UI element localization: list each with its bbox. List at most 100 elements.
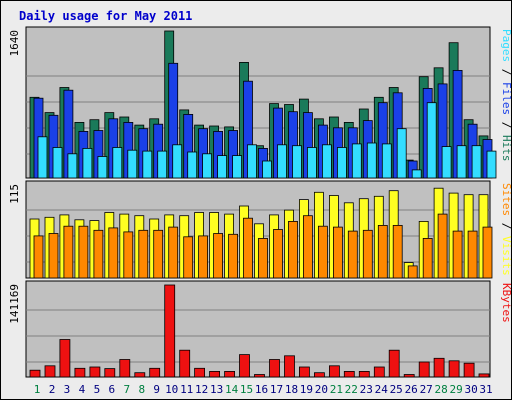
kbytes-panel-background [25, 280, 491, 378]
day-labels: 1 2 3 4 5 6 7 8 9 10 11 12 13 14 15 16 17 18 19 20 21 22 23 24 2… [34, 383, 493, 396]
visits-y-axis-label: Sites / Visits [500, 183, 512, 276]
day-label: 30 [464, 383, 477, 396]
day-label: 16 [255, 383, 268, 396]
sites-bar [288, 220, 298, 279]
pages-bar [306, 147, 317, 179]
day-label: 10 [165, 383, 178, 396]
y-axis-label-part: / [500, 62, 512, 82]
day-label: 27 [420, 383, 433, 396]
day-label: 25 [390, 383, 403, 396]
pages-bar [52, 147, 63, 179]
sites-bar [482, 226, 493, 279]
pages-bar [37, 136, 48, 179]
kbytes-bar [149, 367, 161, 378]
sites-bar [332, 226, 343, 279]
pages-bar [262, 160, 272, 179]
sites-bar [63, 225, 74, 279]
sites-bar [347, 230, 358, 279]
sites-bar [437, 213, 448, 279]
kbytes-bar [194, 367, 206, 378]
sites-bar [467, 230, 478, 279]
pages-bar [366, 142, 377, 179]
pages-bar [321, 144, 332, 179]
kbytes-bar [224, 370, 236, 378]
pages-bar [82, 147, 93, 179]
kbytes-bar [164, 284, 176, 378]
kbytes-bar [239, 354, 250, 378]
pages-bar [351, 143, 362, 179]
kbytes-y-axis-label: KBytes [500, 283, 512, 323]
day-label: 22 [345, 383, 358, 396]
sites-bar [33, 235, 44, 279]
sites-bar [168, 226, 179, 279]
pages-bar [202, 153, 213, 179]
sites-bar [258, 237, 268, 279]
day-label: 26 [405, 383, 418, 396]
day-label: 15 [240, 383, 253, 396]
sites-bar [153, 229, 164, 279]
kbytes-bar [403, 374, 415, 378]
pages-bar [142, 150, 153, 179]
day-label: 14 [225, 383, 239, 396]
page-title: Daily usage for May 2011 [19, 9, 193, 23]
pages-bar [486, 150, 497, 179]
sites-bar [78, 225, 89, 279]
y-axis-label: KBytes [500, 283, 512, 323]
kbytes-bar [418, 361, 430, 378]
pages-bar [67, 153, 78, 179]
kbytes-bar [373, 366, 385, 378]
kbytes-bar [134, 372, 146, 378]
y-axis-label-part: / [500, 216, 512, 236]
sites-bar [302, 215, 313, 279]
pages-bar [426, 102, 437, 179]
kbytes-bar [29, 369, 41, 378]
day-label: 13 [210, 383, 223, 396]
kbytes-bar [104, 368, 116, 378]
pages-bar [277, 144, 287, 179]
sites-bar [317, 225, 328, 279]
sites-bar [407, 265, 418, 279]
sites-bar [48, 233, 59, 279]
sites-bar [93, 229, 104, 279]
day-label: 1 [34, 383, 41, 396]
y-axis-label-part: Hits [500, 135, 512, 162]
kbytes-bar [463, 362, 475, 378]
day-label: 9 [153, 383, 160, 396]
y-axis-label-part: Visits [500, 236, 512, 276]
pages-bar [247, 144, 257, 179]
day-label: 18 [285, 383, 298, 396]
kbytes-bar [478, 373, 490, 378]
pages-bar [396, 128, 407, 179]
sites-bar [452, 230, 463, 279]
sites-bar [362, 229, 373, 279]
y-axis-label-part: Sites [500, 183, 512, 216]
kbytes-bar [388, 349, 400, 378]
pages-bar [292, 145, 302, 179]
y-axis-label-part: KBytes [500, 283, 512, 323]
day-label: 31 [479, 383, 492, 396]
day-label: 17 [270, 383, 283, 396]
kbytes-bar [269, 359, 280, 378]
pages-bar [232, 155, 243, 179]
day-label: 24 [375, 383, 389, 396]
day-label: 2 [49, 383, 56, 396]
day-label: 19 [300, 383, 313, 396]
day-label: 11 [180, 383, 193, 396]
day-label: 12 [195, 383, 208, 396]
sites-bar [138, 229, 149, 279]
pages-bar [97, 156, 108, 179]
sites-visits-panel: 115 Sites / Visits [8, 180, 512, 279]
day-label: 6 [108, 383, 115, 396]
hits-ymax-label: 1640 [8, 30, 21, 57]
pages-bar [381, 143, 392, 179]
kbytes-bar [343, 370, 355, 378]
hits-files-pages-panel: 1640 Pages / Files / Hits [8, 26, 512, 179]
day-label: 8 [138, 383, 145, 396]
pages-bar [336, 147, 347, 179]
kbytes-bar [119, 359, 131, 378]
sites-bar [228, 233, 239, 279]
sites-bar [377, 224, 388, 279]
sites-bar [183, 236, 194, 279]
y-axis-label: Pages / Files / Hits [500, 29, 512, 162]
kbytes-bar [59, 339, 71, 378]
